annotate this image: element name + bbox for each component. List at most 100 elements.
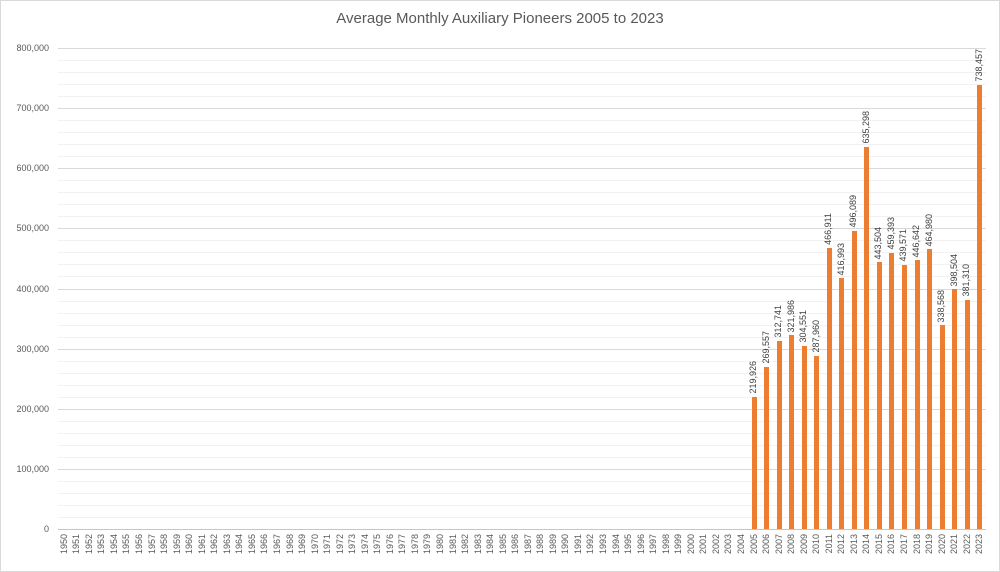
y-tick-label: 100,000 — [16, 463, 49, 474]
x-tick-label: 2008 — [786, 534, 797, 555]
minor-gridline — [58, 120, 986, 122]
x-tick-label: 1995 — [623, 534, 634, 555]
y-tick-label: 800,000 — [16, 43, 49, 53]
minor-gridline — [58, 252, 986, 254]
bar-2010[interactable] — [814, 355, 820, 529]
bar-2007[interactable] — [776, 340, 782, 529]
x-tick-label: 2018 — [911, 534, 922, 555]
minor-gridline — [58, 444, 986, 446]
x-tick-label: 1959 — [171, 534, 182, 555]
minor-gridline — [58, 504, 986, 506]
x-tick-label: 1978 — [409, 534, 420, 555]
bar-2009[interactable] — [801, 345, 807, 529]
x-tick-label: 1986 — [510, 534, 521, 555]
minor-gridline — [58, 516, 986, 518]
bar-2012[interactable] — [839, 278, 845, 529]
minor-gridline — [58, 336, 986, 338]
minor-gridline — [58, 420, 986, 422]
minor-gridline — [58, 276, 986, 278]
minor-gridline — [58, 492, 986, 494]
x-tick-label: 1982 — [460, 534, 471, 555]
x-tick-label: 1953 — [96, 534, 107, 555]
y-tick-label: 300,000 — [16, 343, 49, 354]
minor-gridline — [58, 60, 986, 62]
minor-gridline — [58, 84, 986, 86]
minor-gridline — [58, 396, 986, 398]
x-tick-label: 2011 — [823, 534, 834, 554]
x-tick-label: 1965 — [246, 534, 257, 555]
minor-gridline — [58, 432, 986, 434]
bar-2005[interactable] — [751, 396, 757, 529]
minor-gridline — [58, 240, 986, 242]
x-tick-label: 2005 — [748, 534, 759, 555]
minor-gridline — [58, 96, 986, 98]
x-tick-label: 2002 — [710, 534, 721, 555]
x-tick-label: 2001 — [698, 534, 709, 555]
x-tick-label: 1991 — [572, 534, 583, 555]
bar-2022[interactable] — [964, 299, 970, 529]
bar-2015[interactable] — [876, 262, 882, 529]
major-gridline — [58, 468, 986, 470]
bar-2017[interactable] — [901, 264, 907, 529]
minor-gridline — [58, 324, 986, 326]
x-tick-label: 1981 — [447, 534, 458, 555]
major-gridline — [58, 408, 986, 410]
minor-gridline — [58, 360, 986, 362]
bar-2014[interactable] — [864, 147, 870, 529]
x-tick-label: 2010 — [811, 534, 822, 555]
bar-2006[interactable] — [764, 366, 770, 529]
x-tick-label: 2014 — [861, 534, 872, 555]
x-tick-label: 1962 — [209, 534, 220, 555]
x-tick-label: 2012 — [836, 534, 847, 555]
bar-2020[interactable] — [939, 325, 945, 529]
x-tick-label: 2020 — [936, 534, 947, 555]
x-tick-label: 1964 — [234, 534, 245, 555]
minor-gridline — [58, 204, 986, 206]
x-tick-label: 1971 — [322, 534, 333, 555]
x-tick-label: 1988 — [535, 534, 546, 555]
x-tick-label: 2015 — [873, 534, 884, 555]
minor-gridline — [58, 192, 986, 194]
minor-gridline — [58, 156, 986, 158]
bar-2021[interactable] — [952, 289, 958, 529]
y-tick-label: 700,000 — [16, 103, 49, 114]
x-tick-label: 1954 — [108, 534, 119, 555]
minor-gridline — [58, 456, 986, 458]
minor-gridline — [58, 264, 986, 266]
x-tick-label: 1990 — [560, 534, 571, 555]
major-gridline — [58, 48, 986, 49]
minor-gridline — [58, 132, 986, 134]
y-tick-label: 0 — [43, 524, 49, 534]
x-tick-label: 1968 — [284, 534, 295, 555]
x-tick-label: 1960 — [184, 534, 195, 555]
x-tick-label: 2013 — [848, 534, 859, 555]
x-tick-label: 1955 — [121, 534, 132, 555]
x-tick-label: 2003 — [723, 534, 734, 555]
x-tick-label: 2009 — [798, 534, 809, 555]
x-tick-label: 1963 — [221, 534, 232, 555]
bar-2023[interactable] — [977, 85, 983, 529]
minor-gridline — [58, 480, 986, 482]
bar-2008[interactable] — [789, 335, 795, 529]
bar-2018[interactable] — [914, 260, 920, 529]
x-tick-label: 1985 — [497, 534, 508, 555]
bar-2011[interactable] — [826, 248, 832, 529]
x-tick-label: 1958 — [159, 534, 170, 555]
bar-2013[interactable] — [851, 230, 857, 529]
x-tick-label: 2004 — [735, 534, 746, 555]
x-tick-label: 1966 — [259, 534, 270, 555]
x-tick-label: 1957 — [146, 534, 157, 555]
x-tick-label: 1996 — [635, 534, 646, 555]
x-tick-label: 1997 — [648, 534, 659, 555]
major-gridline — [58, 348, 986, 350]
y-tick-label: 500,000 — [16, 223, 49, 234]
x-tick-label: 1979 — [422, 534, 433, 555]
x-tick-label: 1977 — [397, 534, 408, 555]
bar-2019[interactable] — [927, 249, 933, 529]
x-tick-label: 1952 — [83, 534, 94, 555]
x-tick-label: 2007 — [773, 534, 784, 555]
bar-2016[interactable] — [889, 252, 895, 529]
x-tick-label: 1975 — [372, 534, 383, 555]
minor-gridline — [58, 216, 986, 218]
